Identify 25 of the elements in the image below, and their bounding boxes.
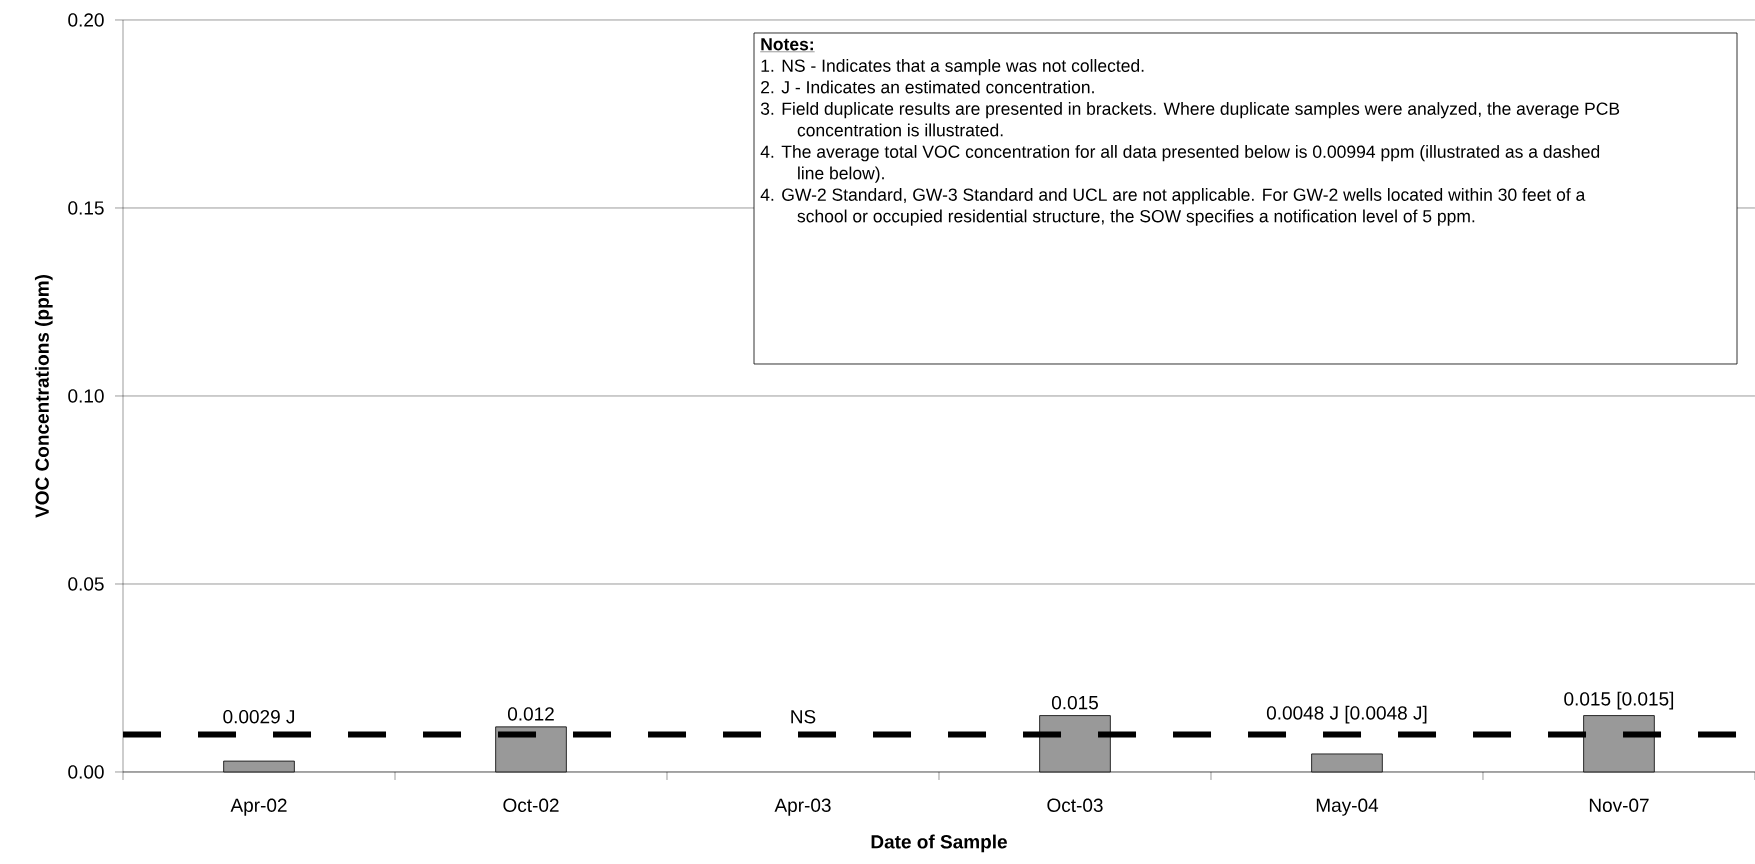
data-label: 0.015 [0.015]	[1564, 691, 1674, 710]
y-tick-label: 0.05	[68, 577, 104, 591]
annotation: 4. The average total VOC concentration for all data presented below is 0.00994 ppm (illustrated as a dashed line below).	[760, 145, 1600, 183]
x-tick-label: Oct-02	[503, 798, 559, 812]
y-tick-label: 0.15	[68, 201, 104, 215]
annotation: 3. Field duplicate results are presented in brackets. Where duplicate samples were analyzed, the average PCB concentration is illustrated.	[760, 102, 1620, 137]
annotation: 4. GW-2 Standard, GW-3 Standard and UCL are not applicable. For GW-2 wells located within 30 feet of a school or occupied residential structure, the SOW specifies a notification level of 5 ppm.	[760, 188, 1586, 226]
x-tick-label: Nov-07	[1589, 798, 1649, 812]
data-label: 0.012	[507, 707, 554, 721]
data-label: 0.0029 J	[223, 709, 295, 724]
x-tick-label: Apr-03	[774, 798, 831, 816]
x-axis-title: Date of Sample	[871, 834, 1007, 853]
y-axis-title: VOC Concentrations (ppm)	[34, 275, 53, 518]
x-tick-label: May-04	[1316, 798, 1379, 816]
annotation: Notes:	[761, 38, 813, 51]
x-tick-label: Oct-03	[1047, 798, 1103, 812]
y-tick-label: 0.20	[68, 13, 104, 27]
annotation: 2. J - Indicates an estimated concentration.	[761, 80, 1094, 94]
annotation: 1. NS - Indicates that a sample was not collected.	[761, 59, 1144, 76]
data-label: 0.0048 J [0.0048 J]	[1266, 705, 1427, 724]
y-tick-label: 0.10	[68, 389, 104, 403]
text: NS	[791, 709, 816, 724]
y-tick-label: 0.00	[68, 765, 104, 779]
x-tick-label: Apr-02	[230, 798, 287, 816]
data-label: 0.015	[1051, 695, 1098, 710]
